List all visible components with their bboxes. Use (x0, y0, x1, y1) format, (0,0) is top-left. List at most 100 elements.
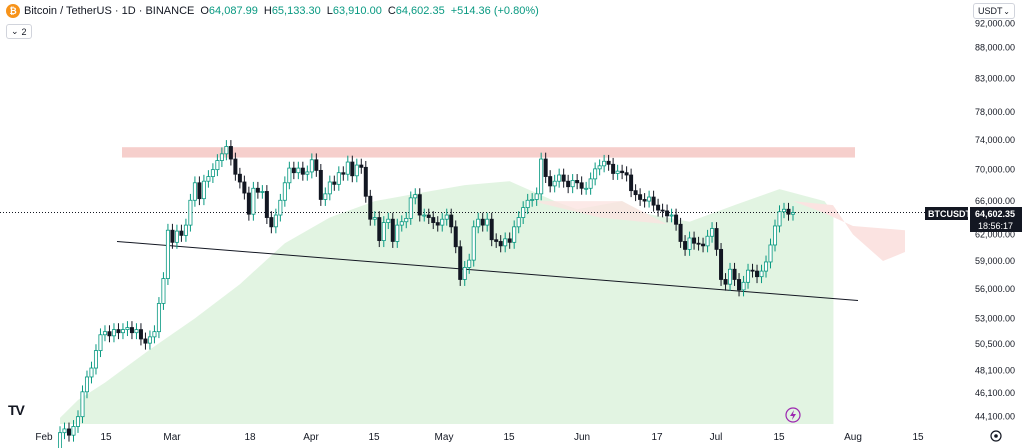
candle-body (449, 214, 454, 228)
candle-body (674, 214, 679, 225)
candle (111, 323, 116, 343)
candle-body (395, 224, 400, 242)
candle-body (687, 237, 692, 250)
candle-body (75, 416, 80, 427)
candle-body (287, 167, 292, 184)
change-value: +514.36 (+0.80%) (450, 5, 539, 17)
candle-body (282, 182, 287, 201)
close-label: C (387, 5, 396, 17)
candle (75, 410, 80, 433)
time-tick-label: Mar (163, 432, 181, 443)
candle (197, 176, 202, 206)
candle-body (539, 158, 544, 195)
time-tick-label: Jul (710, 432, 723, 443)
candle-body (732, 268, 737, 280)
candle-body (773, 225, 778, 246)
candle (336, 166, 341, 191)
chevron-down-icon: ⌄ (11, 26, 19, 36)
candle (278, 193, 283, 222)
candle-body (431, 217, 436, 223)
price-tick-label: 88,000.00 (975, 42, 1015, 52)
candle (633, 184, 638, 202)
candle (381, 216, 386, 248)
candle (147, 330, 152, 350)
candle-body (314, 159, 319, 171)
candles (58, 140, 796, 448)
candle-body (206, 176, 211, 182)
candle (507, 232, 512, 249)
candle (71, 420, 76, 442)
candle (723, 273, 728, 291)
candle-body (786, 208, 791, 215)
candle-body (179, 230, 184, 236)
settings-gear-icon[interactable] (990, 430, 1002, 442)
candle-body (615, 170, 620, 174)
candle-body (755, 270, 760, 278)
candle (620, 164, 625, 180)
candle (755, 264, 760, 284)
candle (165, 223, 170, 285)
candle (525, 193, 530, 215)
candle (188, 193, 193, 232)
price-tick-label: 44,100.00 (975, 412, 1015, 422)
candle-body (570, 180, 575, 188)
open-value: 64,087.99 (208, 5, 258, 17)
candle-body (264, 191, 269, 218)
candle (741, 275, 746, 297)
candle-body (174, 230, 179, 243)
candle (597, 159, 602, 176)
candle-body (507, 238, 512, 243)
currency-label: USDT (978, 6, 1003, 16)
candle (143, 332, 148, 350)
candle (179, 224, 184, 242)
candle (471, 220, 476, 267)
candle-body (602, 160, 607, 167)
candle (246, 186, 251, 221)
candle-body (516, 217, 521, 228)
price-tick-label: 53,000.00 (975, 313, 1015, 323)
candle (89, 361, 94, 384)
candle (786, 202, 791, 221)
indicators-collapse-button[interactable]: ⌄ 2 (6, 24, 32, 39)
lightning-icon[interactable] (785, 407, 801, 423)
candle (710, 222, 715, 243)
currency-selector[interactable]: USDT ⌄ (973, 3, 1015, 19)
time-axis[interactable]: Feb 15 Mar 18 Apr 15 May 15 Jun 17 Jul 15 Aug 15 (35, 432, 924, 443)
tradingview-logo[interactable]: TV (8, 402, 25, 418)
price-tick-label: 48,100.00 (975, 365, 1015, 375)
price-axis[interactable]: 92,000.00 88,000.00 83,000.00 78,000.00 74,0… (975, 18, 1015, 421)
candle-body (683, 241, 688, 250)
candle-body (323, 193, 328, 200)
candle (183, 218, 188, 242)
resistance-zone[interactable] (122, 147, 855, 158)
time-tick-label: Feb (35, 432, 53, 443)
candle (233, 152, 238, 181)
candle-body (521, 207, 526, 218)
candle-body (192, 182, 197, 201)
open-label: O (200, 5, 209, 17)
price-tick-label: 78,000.00 (975, 107, 1015, 117)
candle (480, 212, 485, 232)
candle-body (237, 173, 242, 183)
support-trendline[interactable] (116, 240, 859, 302)
symbol-tag: BTCUSDT (928, 209, 971, 219)
candle (489, 212, 494, 247)
time-tick-label: 17 (651, 432, 663, 443)
candle (152, 325, 157, 344)
candle (629, 168, 634, 198)
candle (575, 174, 580, 190)
candle (300, 161, 305, 181)
candle (291, 161, 296, 180)
candle (399, 215, 404, 232)
price-tick-label: 66,000.00 (975, 196, 1015, 206)
symbol-title[interactable]: Bitcoin / TetherUS · 1D · BINANCE (24, 5, 195, 17)
candle (737, 273, 742, 297)
candle (219, 147, 224, 167)
candle-body (782, 208, 787, 213)
candle (462, 261, 467, 286)
candle (431, 211, 436, 230)
candle (386, 212, 391, 230)
candle (210, 163, 215, 184)
candle-body (768, 244, 773, 263)
